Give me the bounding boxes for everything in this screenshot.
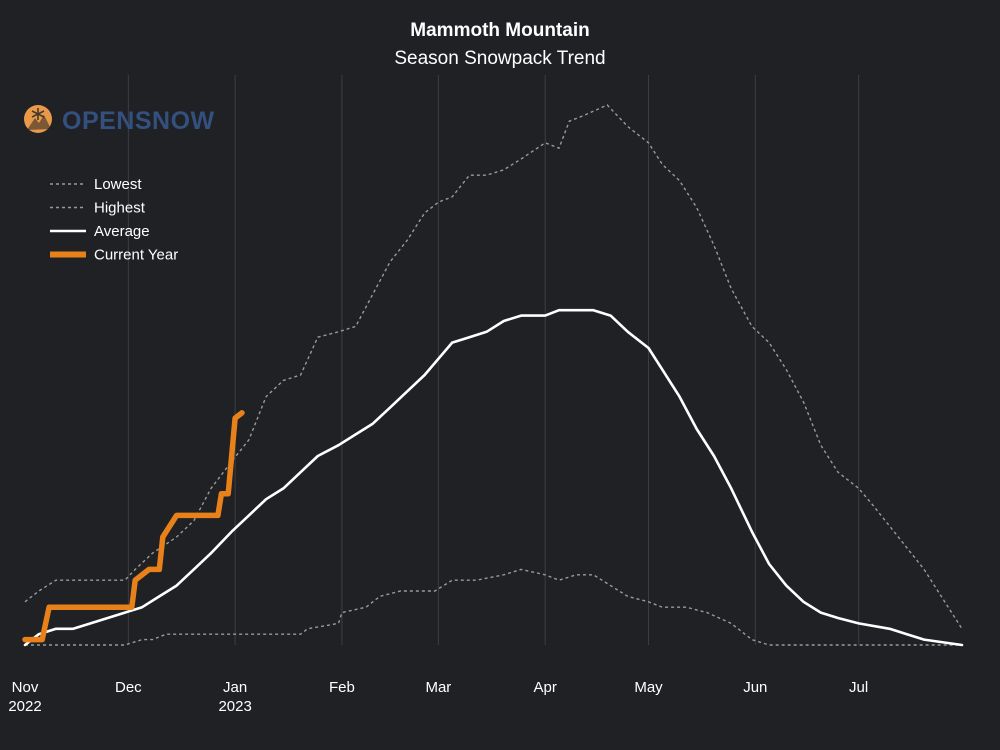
series-line-highest <box>24 104 963 630</box>
x-tick-year-2022: 2022 <box>8 698 41 715</box>
series-line-current-year <box>22 410 245 643</box>
series-layer <box>22 104 964 647</box>
grid-layer <box>127 75 860 645</box>
x-tick-year-2023: 2023 <box>218 698 251 715</box>
x-tick-label-nov: Nov <box>12 679 39 696</box>
legend: Lowest Highest Average Current Year <box>50 176 178 264</box>
brand-name: OPENSNOW <box>62 107 215 135</box>
x-tick-label-mar: Mar <box>425 679 451 696</box>
x-tick-label-dec: Dec <box>115 679 142 696</box>
legend-label-current-year: Current Year <box>94 247 178 264</box>
legend-label-highest: Highest <box>94 200 146 217</box>
chart-subtitle: Season Snowpack Trend <box>394 48 605 69</box>
brand-logo: OPENSNOW <box>24 105 215 135</box>
x-tick-label-apr: Apr <box>534 679 557 696</box>
x-tick-label-feb: Feb <box>329 679 355 696</box>
x-tick-label-may: May <box>634 679 663 696</box>
x-tick-label-jun: Jun <box>743 679 767 696</box>
chart-title: Mammoth Mountain <box>410 20 589 41</box>
legend-label-lowest: Lowest <box>94 176 142 193</box>
snowflake-mountain-icon <box>24 105 52 133</box>
series-line-average <box>23 308 964 647</box>
x-tick-label-jul: Jul <box>849 679 868 696</box>
x-axis-ticks: Nov 2022 Dec Jan 2023 Feb Mar Apr May Jun Jul <box>8 679 868 715</box>
legend-label-average: Average <box>94 223 150 240</box>
series-line-lowest <box>25 568 962 646</box>
x-tick-label-jan: Jan <box>223 679 247 696</box>
